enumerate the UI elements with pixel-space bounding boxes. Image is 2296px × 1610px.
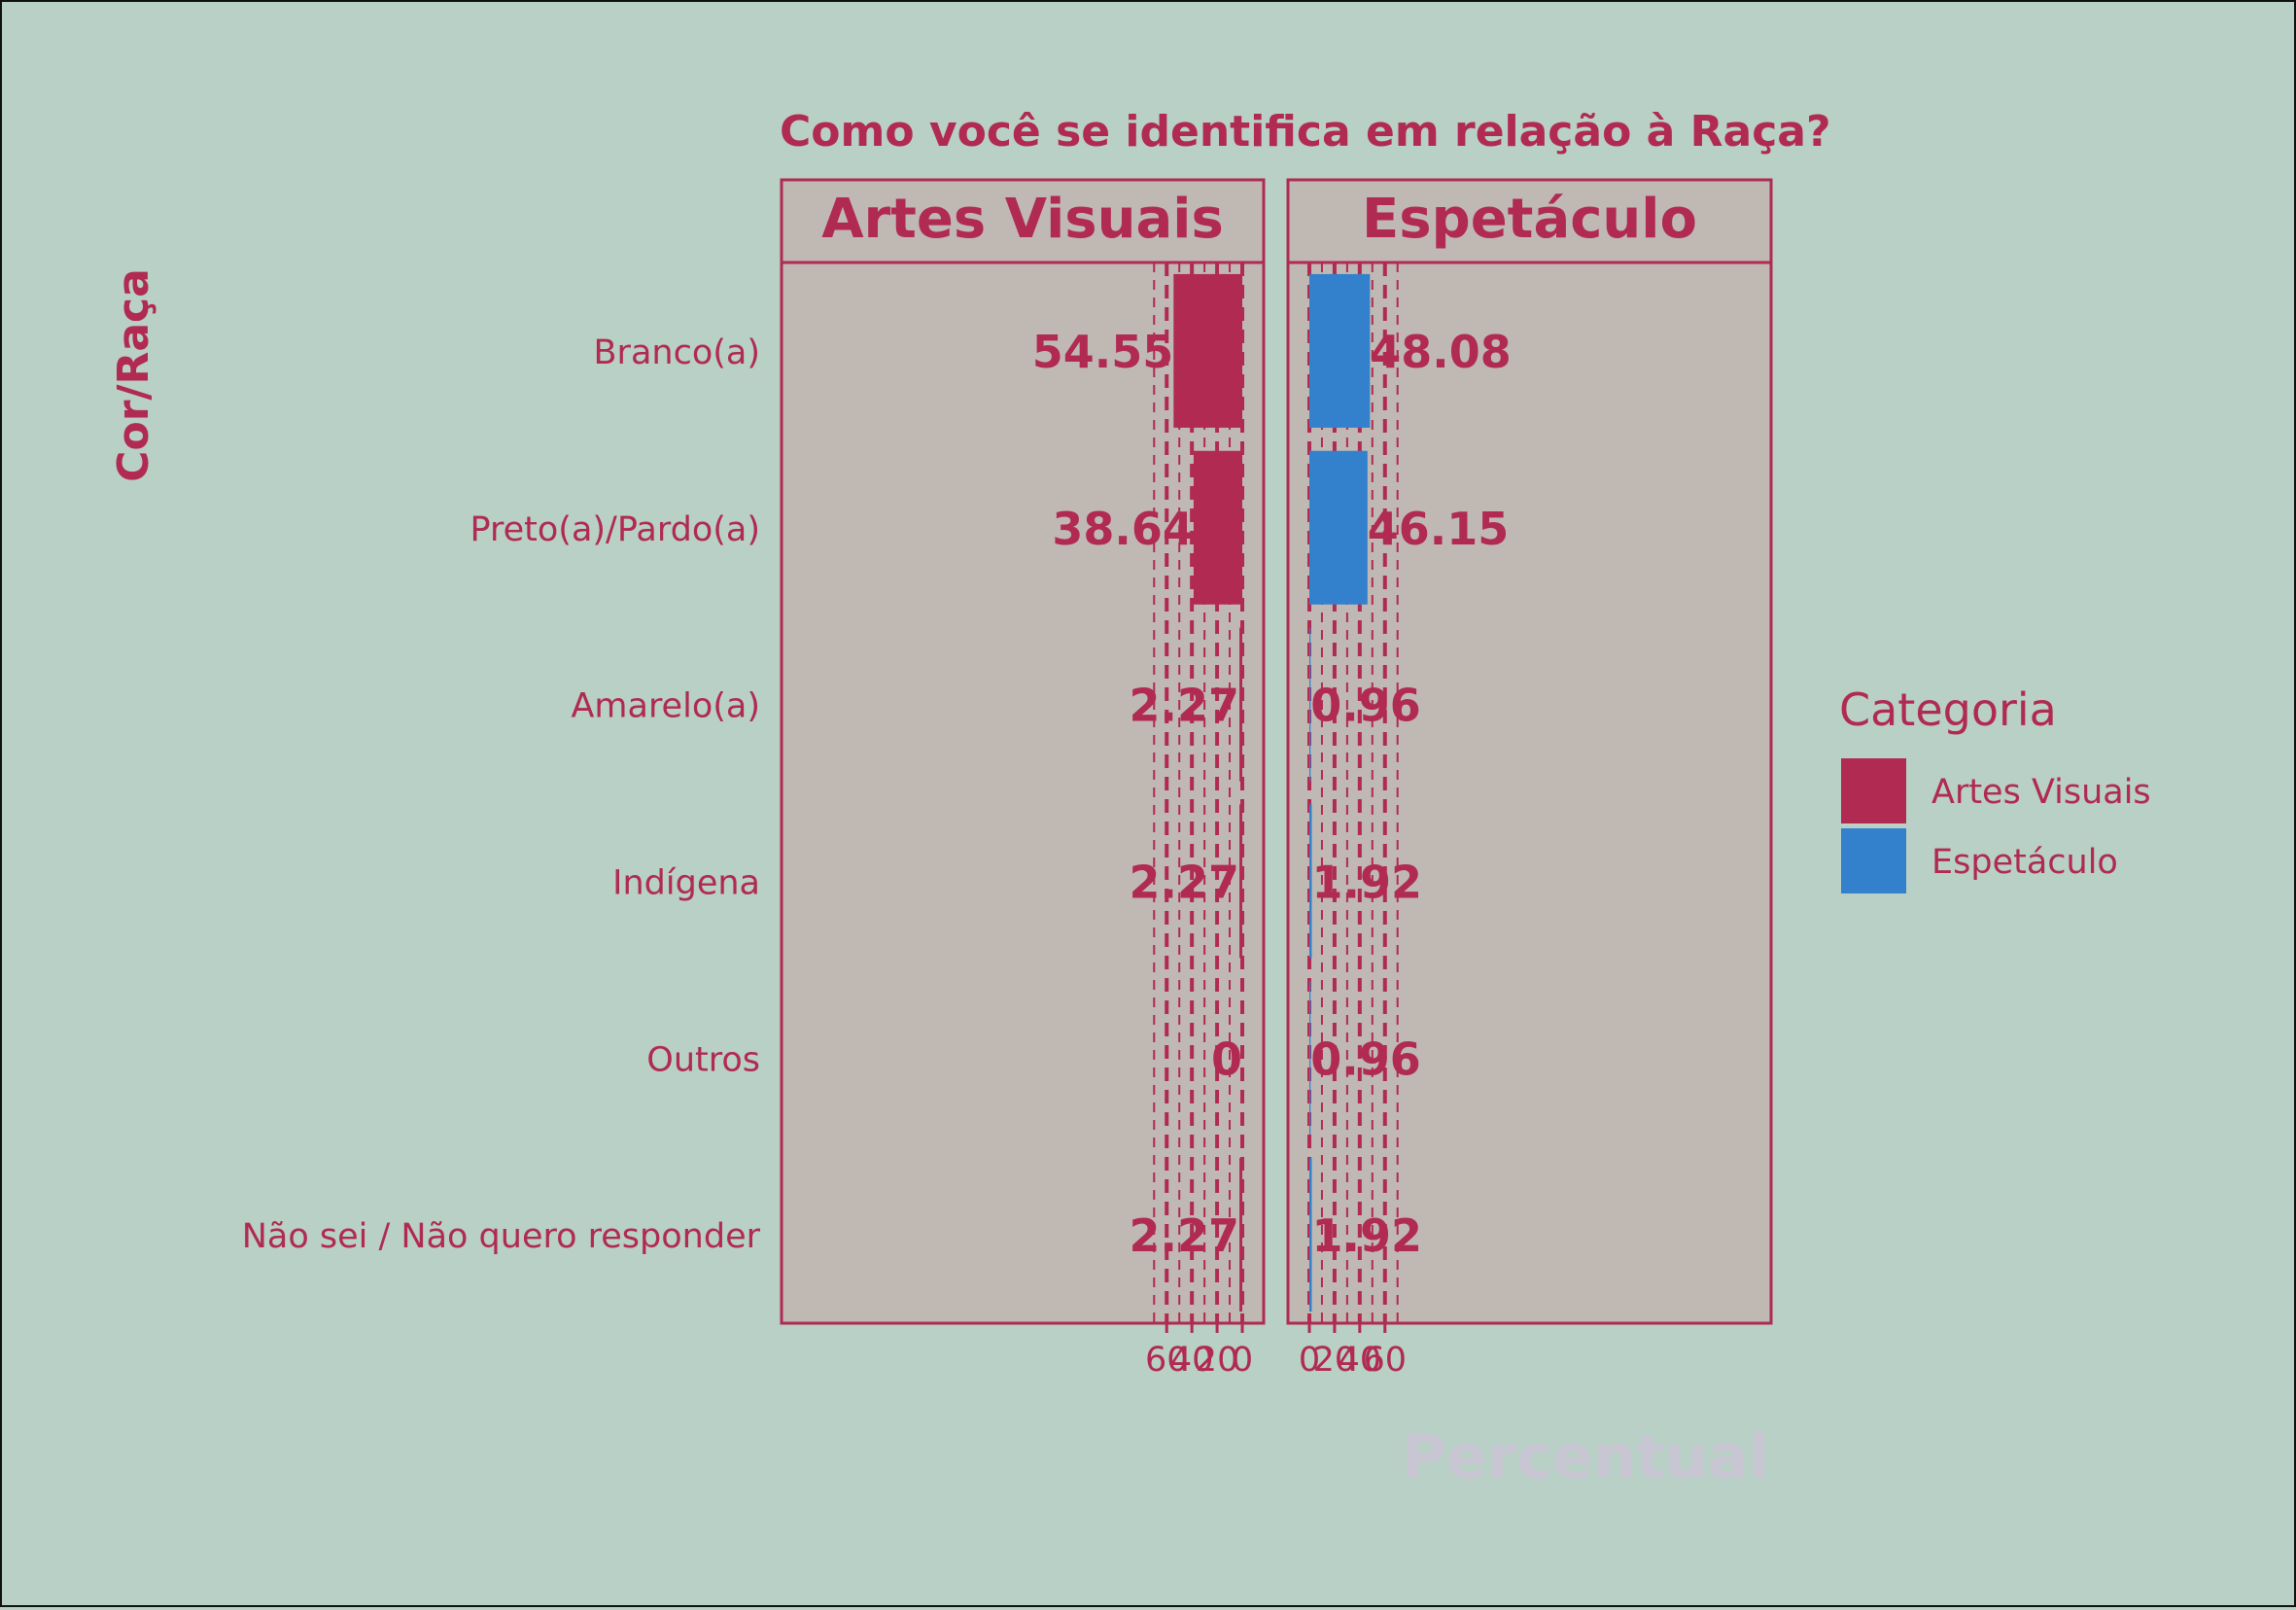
plot-area: Branco(a) Preto(a)/Pardo(a) Amarelo(a) Indí… bbox=[242, 178, 1773, 1380]
bars-espetaculo bbox=[1309, 273, 1371, 1312]
data-label-espetaculo-amarelo-a: 0.96 bbox=[1310, 680, 1421, 732]
data-label-artes-visuais-amarelo-a: 2.27 bbox=[1130, 680, 1240, 732]
x-tick-label: 60 bbox=[1363, 1341, 1407, 1380]
data-label-artes-visuais-preto-a-pardo-a: 38.64 bbox=[1052, 503, 1194, 555]
category-label-nao-sei-nao-quero-responder: Não sei / Não quero responder bbox=[242, 1217, 761, 1256]
category-label-amarelo-a: Amarelo(a) bbox=[571, 687, 760, 726]
bar-espetaculo-preto-a-pardo-a bbox=[1309, 450, 1368, 605]
gridlines bbox=[1307, 262, 1399, 1323]
panel-background bbox=[1288, 262, 1771, 1323]
bar-artes-visuais-indigena bbox=[1239, 804, 1242, 959]
category-label-preto-a-pardo-a: Preto(a)/Pardo(a) bbox=[470, 510, 760, 549]
gridlines bbox=[1153, 262, 1244, 1323]
bar-artes-visuais-preto-a-pardo-a bbox=[1193, 450, 1242, 605]
x-axis-label: Percentual bbox=[1402, 1421, 1769, 1492]
bar-artes-visuais-amarelo-a bbox=[1239, 627, 1242, 782]
legend-swatch-artes-visuais bbox=[1841, 758, 1906, 823]
panel-espetaculo: Espetáculo 48.08 46.15 0.96 1.92 0.96 1.92 0204… bbox=[1286, 178, 1773, 1380]
legend: Categoria Artes Visuais Espetáculo bbox=[1839, 683, 2151, 893]
data-label-espetaculo-indigena: 1.92 bbox=[1311, 856, 1422, 908]
x-tick-label: 0 bbox=[1299, 1341, 1320, 1380]
panel-border bbox=[1286, 261, 1773, 1325]
data-label-artes-visuais-nao-sei-nao-quero-responder: 2.27 bbox=[1130, 1209, 1240, 1262]
bar-espetaculo-indigena bbox=[1309, 804, 1312, 959]
panel-strip-artes-visuais bbox=[780, 178, 1266, 264]
x-tick-label: 0 bbox=[1232, 1341, 1253, 1380]
panel-background bbox=[782, 262, 1264, 1323]
category-label-outros: Outros bbox=[646, 1040, 760, 1079]
panel-title-espetaculo: Espetáculo bbox=[1362, 188, 1697, 251]
panel-title-artes-visuais: Artes Visuais bbox=[821, 188, 1224, 251]
bar-artes-visuais-branco-a bbox=[1173, 273, 1242, 428]
panel-artes-visuais: Artes Visuais54.5538.642.272.2702.270204… bbox=[780, 178, 1266, 1380]
bar-espetaculo-outros bbox=[1309, 981, 1311, 1136]
category-label-indigena: Indígena bbox=[612, 863, 760, 902]
legend-title: Categoria bbox=[1839, 683, 2057, 736]
bar-artes-visuais-nao-sei-nao-quero-responder bbox=[1239, 1158, 1242, 1312]
data-label-artes-visuais-outros: 0 bbox=[1211, 1032, 1242, 1085]
chart-title: Como você se identifica em relação à Raç… bbox=[780, 107, 1831, 157]
data-label-espetaculo-outros: 0.96 bbox=[1310, 1032, 1421, 1085]
data-label-artes-visuais-branco-a: 54.55 bbox=[1032, 326, 1174, 378]
y-axis-label: Cor/Raça bbox=[109, 268, 158, 482]
x-tick-label: 40 bbox=[1339, 1341, 1382, 1380]
x-tick-label: 40 bbox=[1170, 1341, 1214, 1380]
bar-espetaculo-branco-a bbox=[1309, 273, 1371, 428]
legend-swatch-espetaculo bbox=[1841, 828, 1906, 893]
data-label-espetaculo-branco-a: 48.08 bbox=[1370, 326, 1512, 378]
x-tick-label: 60 bbox=[1145, 1341, 1189, 1380]
legend-label-artes-visuais: Artes Visuais bbox=[1931, 773, 2151, 812]
data-label-espetaculo-preto-a-pardo-a: 46.15 bbox=[1368, 503, 1510, 555]
category-label-branco-a: Branco(a) bbox=[594, 333, 760, 372]
bars-artes-visuais bbox=[1173, 273, 1242, 1312]
panel-strip-espetaculo bbox=[1286, 178, 1773, 264]
x-tick-label: 20 bbox=[1196, 1341, 1239, 1380]
bar-espetaculo-nao-sei-nao-quero-responder bbox=[1309, 1158, 1312, 1312]
data-label-espetaculo-nao-sei-nao-quero-responder: 1.92 bbox=[1311, 1209, 1422, 1262]
data-label-artes-visuais-indigena: 2.27 bbox=[1130, 856, 1240, 908]
bar-espetaculo-amarelo-a bbox=[1309, 627, 1311, 782]
x-tick-label: 20 bbox=[1313, 1341, 1357, 1380]
panel-border bbox=[780, 261, 1266, 1325]
legend-label-espetaculo: Espetáculo bbox=[1931, 843, 2118, 882]
